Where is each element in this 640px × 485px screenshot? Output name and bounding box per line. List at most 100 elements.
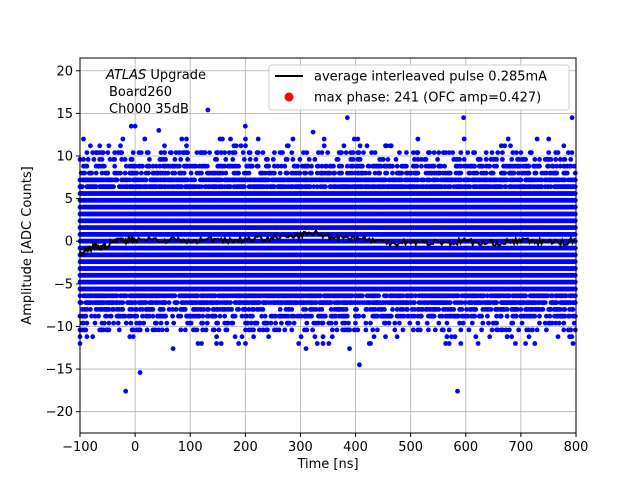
scatter-point — [212, 328, 217, 333]
scatter-point — [532, 314, 537, 319]
scatter-point — [273, 321, 278, 326]
scatter-point — [505, 307, 510, 312]
scatter-point — [303, 307, 308, 312]
scatter-point — [361, 314, 366, 319]
scatter-point — [523, 341, 528, 346]
scatter-point — [433, 328, 438, 333]
scatter-point — [485, 314, 490, 319]
scatter-point — [159, 321, 164, 326]
scatter-point — [448, 300, 453, 305]
scatter-point — [494, 321, 499, 326]
scatter-point — [368, 321, 373, 326]
scatter-point — [164, 328, 169, 333]
scatter-point — [458, 328, 463, 333]
scatter-point — [347, 328, 352, 333]
scatter-point — [573, 246, 578, 251]
scatter-point — [330, 334, 335, 339]
scatter-point — [287, 321, 292, 326]
scatter-point — [490, 328, 495, 333]
scatter-point — [329, 321, 334, 326]
scatter-point — [323, 314, 328, 319]
scatter-point — [174, 307, 179, 312]
scatter-point — [124, 321, 129, 326]
scatter-point — [376, 293, 381, 298]
scatter-point — [397, 321, 402, 326]
scatter-point — [145, 328, 150, 333]
scatter-point — [494, 300, 499, 305]
scatter-point — [505, 314, 510, 319]
scatter-point — [315, 341, 320, 346]
scatter-point — [178, 314, 183, 319]
scatter-point — [269, 321, 274, 326]
scatter-point — [411, 328, 416, 333]
scatter-point — [289, 328, 294, 333]
scatter-point — [479, 328, 484, 333]
scatter-point — [116, 321, 121, 326]
scatter-point — [357, 314, 362, 319]
scatter-point — [120, 307, 125, 312]
scatter-point — [499, 314, 504, 319]
scatter-point — [205, 321, 210, 326]
scatter-point — [556, 334, 561, 339]
scatter-point — [368, 341, 373, 346]
scatter-point — [206, 307, 211, 312]
scatter-point — [487, 334, 492, 339]
scatter-point — [535, 328, 540, 333]
scatter-point — [266, 334, 271, 339]
scatter-point — [333, 321, 338, 326]
scatter-point — [354, 307, 359, 312]
scatter-point — [204, 328, 209, 333]
scatter-point — [416, 321, 421, 326]
scatter-point — [432, 314, 437, 319]
scatter-point — [507, 328, 512, 333]
scatter-point — [389, 314, 394, 319]
scatter-point — [200, 314, 205, 319]
scatter-point — [520, 321, 525, 326]
scatter-point — [532, 341, 537, 346]
scatter-point — [279, 321, 284, 326]
scatter-point — [321, 334, 326, 339]
scatter-point — [131, 334, 136, 339]
scatter-point — [151, 314, 156, 319]
scatter-point — [563, 307, 568, 312]
scatter-point — [445, 321, 450, 326]
scatter-point — [151, 307, 156, 312]
scatter-point — [453, 334, 458, 339]
scatter-point — [163, 314, 168, 319]
scatter-point — [514, 314, 519, 319]
scatter-point — [395, 334, 400, 339]
scatter-point — [392, 328, 397, 333]
scatter-point — [219, 341, 224, 346]
scatter-point — [447, 328, 452, 333]
scatter-point — [102, 321, 107, 326]
scatter-point — [240, 334, 245, 339]
scatter-point — [236, 307, 241, 312]
scatter-point — [557, 321, 562, 326]
scatter-point — [160, 328, 165, 333]
scatter-point — [426, 328, 431, 333]
scatter-point — [141, 321, 146, 326]
scatter-point — [134, 314, 139, 319]
scatter-point — [214, 341, 219, 346]
scatter-point — [218, 314, 223, 319]
scatter-point — [282, 328, 287, 333]
scatter-point — [346, 321, 351, 326]
scatter-point — [96, 314, 101, 319]
scatter-point — [561, 321, 566, 326]
scatter-point — [321, 341, 326, 346]
scatter-point — [309, 314, 314, 319]
scatter-point — [230, 321, 235, 326]
scatter-point — [111, 321, 116, 326]
scatter-point — [573, 273, 578, 278]
scatter-point — [263, 314, 268, 319]
scatter-point — [470, 321, 475, 326]
scatter-point — [392, 321, 397, 326]
scatter-point — [225, 328, 230, 333]
scatter-point — [509, 334, 514, 339]
scatter-point — [326, 341, 331, 346]
scatter-point — [292, 321, 297, 326]
scatter-point — [175, 300, 180, 305]
scatter-point — [222, 314, 227, 319]
scatter-point — [233, 314, 238, 319]
